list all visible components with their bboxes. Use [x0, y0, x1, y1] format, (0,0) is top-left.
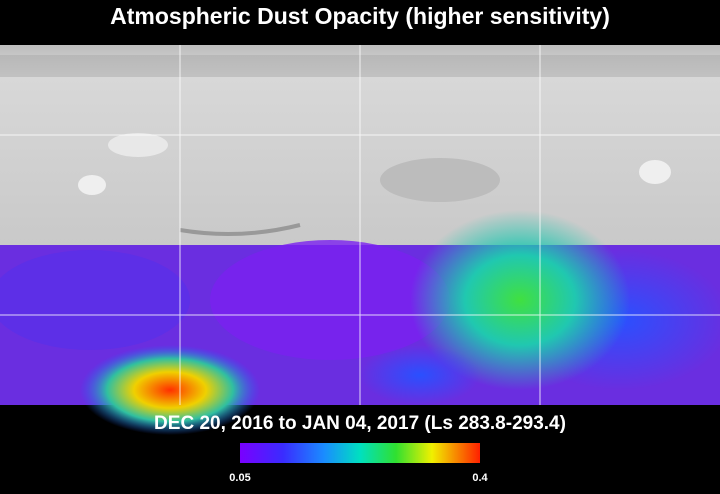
volcano — [639, 160, 671, 184]
dust-region — [0, 250, 190, 350]
colorbar-min-label: 0.05 — [229, 472, 250, 484]
dust-region — [360, 345, 480, 405]
mars-map — [0, 45, 720, 435]
volcano — [108, 133, 168, 157]
dust-region — [210, 240, 450, 360]
dust-region — [80, 345, 260, 435]
date-range: DEC 20, 2016 to JAN 04, 2017 (Ls 283.8-2… — [154, 413, 566, 434]
map-title: Atmospheric Dust Opacity (higher sensiti… — [110, 3, 610, 29]
graticule — [0, 45, 720, 405]
basin — [380, 158, 500, 202]
canyon — [179, 223, 301, 236]
volcano — [78, 175, 106, 195]
colorbar-max-label: 0.4 — [472, 472, 488, 484]
dust-region — [410, 210, 630, 390]
colorbar — [240, 443, 480, 463]
